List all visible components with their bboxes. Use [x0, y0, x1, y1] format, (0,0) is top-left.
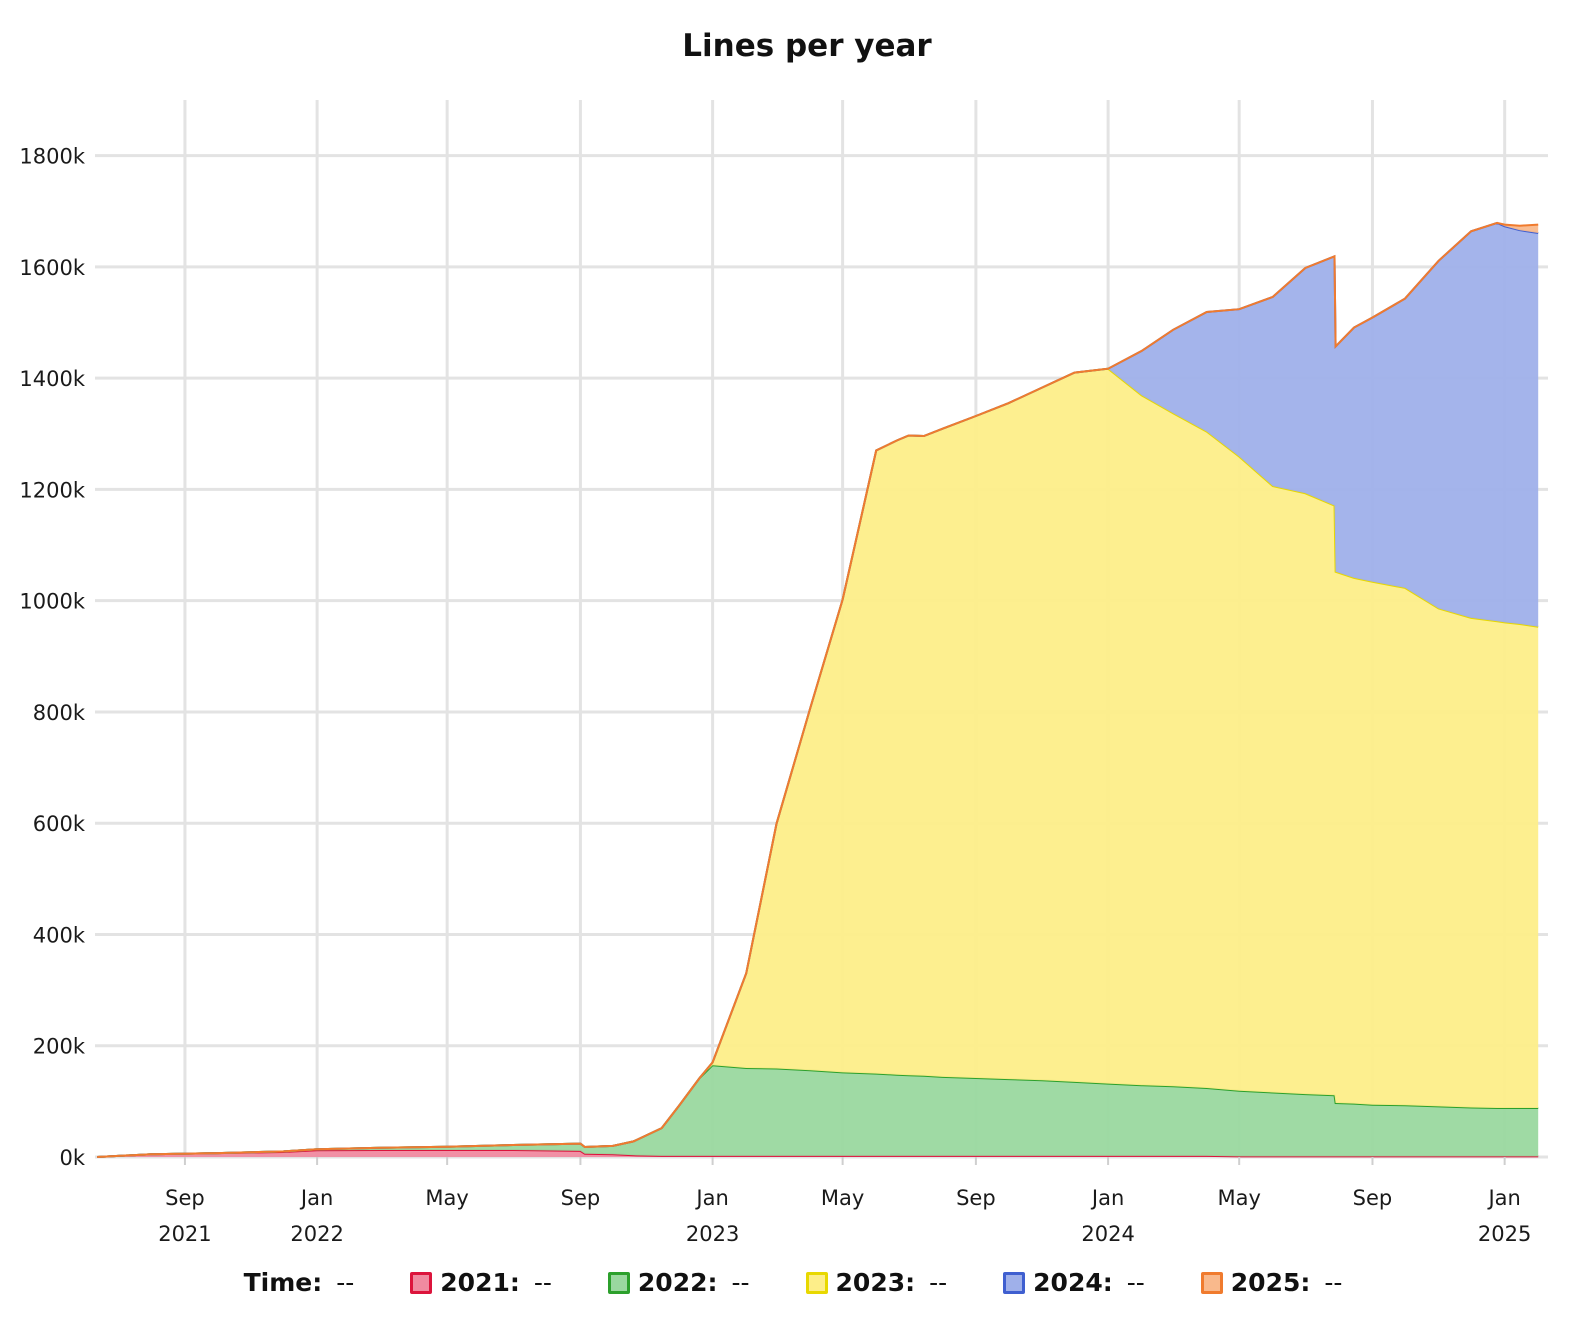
legend-label-2024: 2024: [1033, 1268, 1113, 1297]
x-tick-year: 2025 [1478, 1222, 1531, 1246]
area-2021 [97, 1150, 1539, 1157]
stacked-areas [97, 221, 1539, 1158]
line-2025 [97, 221, 1539, 1158]
x-tick-month: May [425, 1186, 468, 1210]
legend-value-2025: -- [1324, 1268, 1343, 1297]
legend-label-2021: 2021: [440, 1268, 520, 1297]
legend-swatch-2024 [1003, 1271, 1026, 1294]
x-tick-month: Sep [165, 1186, 205, 1210]
x-tick-month: Sep [956, 1186, 996, 1210]
y-axis: 0k 200k 400k 600k 800k 1000k 1200k 1400k 1600k 18… [19, 145, 85, 1170]
legend-time: Time: -- [244, 1268, 355, 1297]
x-tick-month: Jan [1090, 1186, 1124, 1210]
y-tick-label: 600k [33, 812, 86, 836]
legend-time-value: -- [336, 1268, 355, 1297]
y-tick-label: 200k [33, 1035, 86, 1059]
x-axis: Sep 2021 Jan 2022 May Sep Jan 2023 May Sep Jan 2024… [158, 1157, 1531, 1246]
x-tick-month: Sep [561, 1186, 601, 1210]
legend-item-2022[interactable]: 2022: -- [607, 1268, 750, 1297]
x-tick-month: Jan [694, 1186, 728, 1210]
y-tick-label: 1000k [19, 590, 85, 614]
x-tick-month: Jan [299, 1186, 333, 1210]
y-tick-label: 1400k [19, 367, 85, 391]
legend-label-2022: 2022: [637, 1268, 718, 1297]
y-tick-label: 1600k [19, 256, 85, 280]
y-tick-label: 400k [33, 923, 86, 947]
legend-label-2023: 2023: [835, 1268, 916, 1297]
legend-item-2024[interactable]: 2024: -- [1003, 1268, 1145, 1297]
legend-swatch-2023 [805, 1271, 828, 1294]
y-tick-label: 1800k [19, 145, 85, 169]
y-tick-label: 1200k [19, 478, 85, 502]
legend-swatch-2021 [410, 1271, 433, 1294]
legend-item-2021[interactable]: 2021: -- [410, 1268, 552, 1297]
legend-value-2024: -- [1126, 1268, 1145, 1297]
legend-time-label: Time: [243, 1268, 323, 1297]
x-tick-year: 2023 [686, 1222, 739, 1246]
area-2022 [97, 1065, 1539, 1157]
y-tick-label: 0k [59, 1146, 85, 1170]
legend-item-2025[interactable]: 2025: -- [1200, 1268, 1343, 1297]
area-2024 [97, 222, 1539, 1157]
legend-swatch-2025 [1200, 1271, 1223, 1294]
x-tick-month: Sep [1353, 1186, 1393, 1210]
x-tick-month: May [1217, 1186, 1260, 1210]
x-tick-year: 2021 [158, 1222, 211, 1246]
legend-value-2022: -- [731, 1268, 750, 1297]
chart-title: Lines per year [682, 28, 932, 64]
legend: Time: -- 2021: -- 2022: -- 2023: -- 2024… [0, 1268, 1586, 1297]
x-tick-year: 2022 [290, 1222, 343, 1246]
legend-label-2025: 2025: [1230, 1268, 1311, 1297]
legend-swatch-2022 [607, 1271, 630, 1294]
legend-item-2023[interactable]: 2023: -- [805, 1268, 948, 1297]
area-2023 [97, 368, 1539, 1157]
x-tick-month: Jan [1486, 1186, 1520, 1210]
x-tick-year: 2024 [1081, 1222, 1134, 1246]
legend-value-2023: -- [929, 1268, 948, 1297]
legend-value-2021: -- [533, 1268, 552, 1297]
x-tick-month: May [821, 1186, 864, 1210]
y-tick-label: 800k [33, 701, 86, 725]
